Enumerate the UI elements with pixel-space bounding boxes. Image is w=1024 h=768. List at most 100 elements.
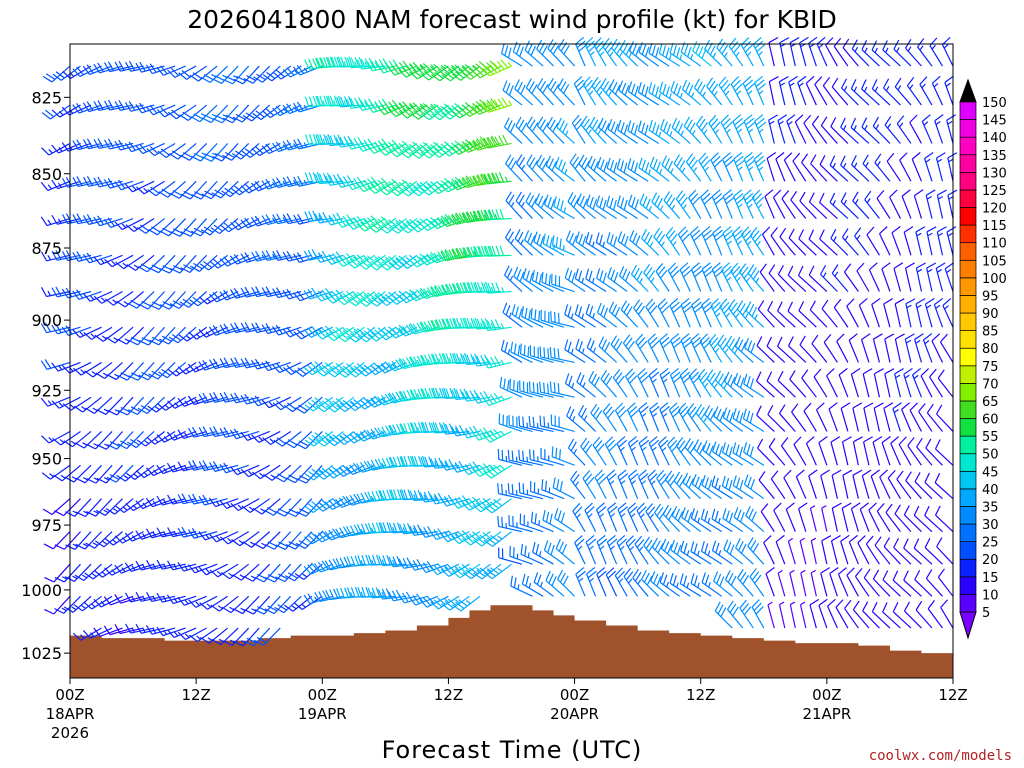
wind-barb-flag — [147, 189, 157, 197]
wind-barb-flag — [94, 570, 103, 578]
wind-barb-half-flag — [152, 531, 157, 538]
wind-barb-flag — [252, 112, 262, 120]
wind-barb-staff — [236, 254, 260, 265]
wind-barb-flag — [242, 541, 252, 548]
wind-barb-staff — [242, 627, 260, 647]
wind-barb-flag — [159, 268, 170, 274]
wind-barb-flag — [314, 432, 324, 440]
wind-barb-half-flag — [164, 404, 170, 409]
wind-barb-flag — [559, 449, 561, 460]
wind-barb-flag — [179, 301, 189, 308]
wind-barb-flag — [86, 511, 96, 517]
wind-barb-flag — [187, 529, 195, 539]
wind-barb — [72, 213, 102, 225]
wind-barb-half-flag — [282, 107, 288, 113]
wind-barb-flag — [264, 509, 274, 516]
wind-barb-flag — [232, 574, 242, 581]
wind-barb-staff — [111, 254, 134, 268]
wind-barb-flag — [156, 66, 164, 76]
wind-barb-flag — [539, 381, 542, 393]
wind-barb — [72, 139, 102, 151]
wind-barb-flag — [223, 357, 230, 368]
wind-barb — [137, 396, 166, 415]
wind-barb-flag — [116, 300, 126, 308]
wind-barb-flag — [315, 405, 325, 413]
wind-barb-flag — [183, 190, 194, 197]
wind-barb-staff — [90, 627, 113, 639]
wind-barb-flag — [240, 394, 248, 405]
wind-barb — [209, 290, 239, 303]
wind-barb-flag — [44, 322, 52, 333]
wind-barb — [156, 104, 186, 118]
wind-barb-flag — [219, 358, 226, 368]
wind-barb-flag — [277, 604, 287, 611]
wind-barb-half-flag — [163, 467, 168, 473]
wind-barb-staff — [207, 595, 229, 610]
wind-barb-flag — [254, 358, 262, 369]
wind-barb-flag — [76, 66, 84, 76]
wind-barb — [135, 61, 165, 73]
wind-barb-flag — [135, 470, 145, 479]
wind-barb — [167, 560, 197, 571]
wind-barb-flag — [188, 634, 198, 642]
wind-barb-flag — [179, 114, 189, 121]
wind-barb-flag — [117, 338, 127, 345]
wind-barb-flag — [221, 606, 232, 614]
wind-barb-flag — [160, 107, 169, 116]
wind-barb-flag — [325, 287, 333, 297]
wind-barb-half-flag — [239, 574, 245, 579]
wind-barb-flag — [106, 374, 117, 381]
wind-barb-half-flag — [152, 628, 157, 634]
wind-barb-staff — [84, 531, 102, 550]
wind-barb-flag — [235, 113, 246, 120]
wind-barb-half-flag — [79, 331, 84, 337]
wind-barb — [166, 462, 197, 473]
wind-barb-staff — [110, 595, 134, 606]
wind-barb — [209, 531, 239, 543]
wind-barb-flag — [296, 478, 307, 484]
wind-barb-flag — [135, 530, 143, 540]
wind-barb-half-flag — [195, 333, 201, 338]
wind-barb-staff — [51, 498, 71, 515]
wind-barb — [41, 430, 71, 444]
wind-barb-flag — [261, 180, 269, 190]
wind-barb-flag — [323, 134, 328, 145]
wind-barb-flag — [180, 267, 191, 274]
wind-barb — [253, 65, 281, 83]
wind-barb-flag — [160, 65, 168, 75]
wind-barb-half-flag — [123, 301, 129, 305]
wind-barb-flag — [93, 256, 101, 266]
wind-barb-flag — [54, 544, 65, 550]
wind-barb-staff — [113, 291, 134, 306]
wind-barb-flag — [299, 508, 310, 514]
wind-barb-flag — [187, 395, 195, 405]
wind-barb — [198, 531, 228, 541]
wind-barb-flag — [325, 333, 335, 342]
wind-barb-flag — [103, 596, 112, 606]
wind-barb-flag — [190, 230, 201, 237]
wind-barb — [212, 104, 239, 124]
wind-barb-half-flag — [194, 566, 199, 572]
wind-barb — [177, 361, 207, 375]
wind-barb-flag — [103, 179, 111, 189]
wind-barb-half-flag — [93, 477, 99, 481]
wind-barb-flag — [181, 493, 188, 504]
wind-barb-flag — [151, 226, 161, 233]
wind-barb-flag — [529, 449, 531, 460]
wind-barb-flag — [326, 172, 332, 183]
wind-barb-half-flag — [216, 570, 222, 576]
wind-barb — [82, 214, 113, 225]
wind-barb — [107, 396, 134, 416]
wind-barb — [251, 322, 281, 334]
wind-barb-flag — [507, 483, 510, 494]
wind-barb-flag — [86, 101, 94, 111]
wind-barb-flag — [325, 56, 331, 68]
wind-barb — [167, 396, 197, 409]
wind-barb-half-flag — [206, 603, 212, 608]
wind-barb-flag — [156, 527, 163, 538]
wind-barb-half-flag — [112, 539, 117, 544]
wind-barb-flag — [276, 250, 283, 260]
wind-barb-flag — [212, 155, 223, 162]
wind-barb-flag — [277, 508, 288, 514]
wind-barb-flag — [272, 178, 279, 188]
